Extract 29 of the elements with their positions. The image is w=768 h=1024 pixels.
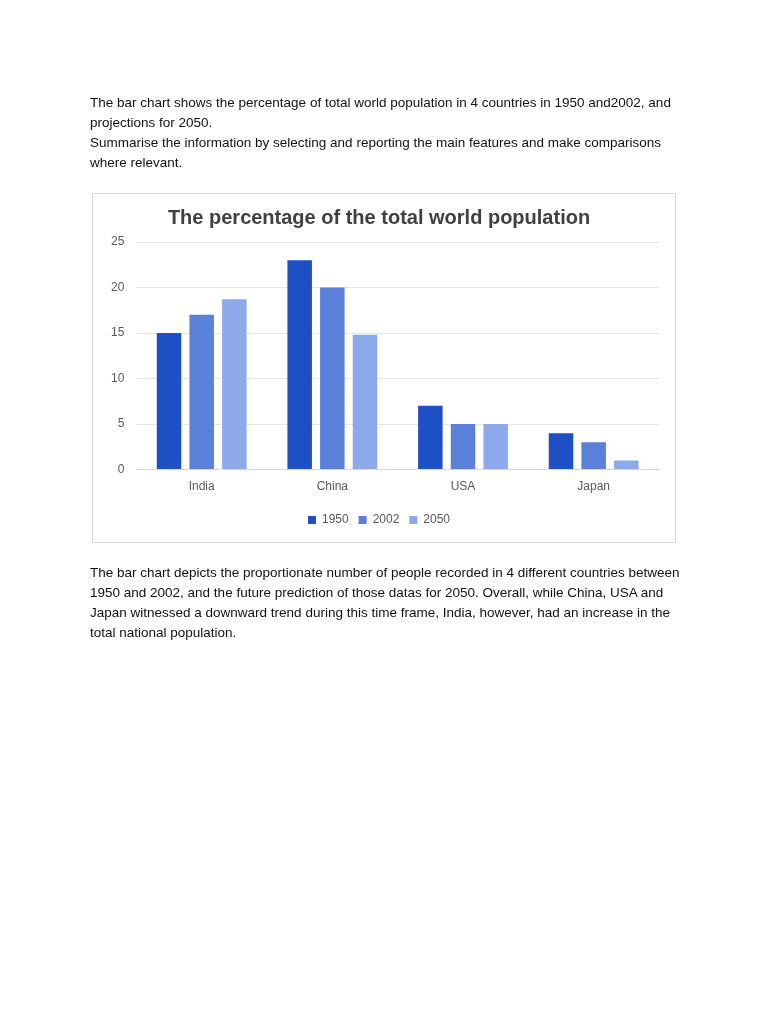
bar bbox=[352, 334, 378, 470]
chart-title: The percentage of the total world population bbox=[167, 205, 591, 228]
legend-label: 2002 bbox=[372, 512, 400, 527]
bar bbox=[189, 314, 214, 470]
bar bbox=[287, 260, 312, 470]
x-tick-label: India bbox=[188, 479, 216, 494]
bar bbox=[548, 433, 574, 470]
legend-label: 1950 bbox=[321, 512, 349, 527]
y-tick-label: 15 bbox=[110, 325, 125, 340]
y-tick-label: 0 bbox=[117, 461, 125, 476]
x-tick-label: USA bbox=[450, 479, 476, 494]
y-tick-label: 20 bbox=[110, 279, 125, 294]
bar bbox=[222, 299, 247, 470]
text: The bar chart depicts the proportionate number of people recorded in 4 different countries between 1950 and 2002, and the future prediction of those datas for 2050. Overall, while China, USA and Japan witnessed a downward trend during this time frame, India, however, had an increase in the total national population. bbox=[90, 564, 681, 642]
bar bbox=[450, 424, 476, 470]
y-tick-label: 25 bbox=[110, 234, 125, 249]
legend-label: 2050 bbox=[423, 512, 451, 527]
x-tick-label: China bbox=[316, 479, 349, 494]
text: Summarise the information by selecting and reporting the main features and make comparisons where relevant. bbox=[90, 134, 663, 172]
y-tick-label: 10 bbox=[110, 370, 125, 385]
bar bbox=[156, 333, 182, 470]
bar bbox=[581, 442, 606, 470]
x-tick-label: Japan bbox=[577, 479, 611, 494]
text: The bar chart shows the percentage of total world population in 4 countries in 1950 and2002, and projections for 2050. bbox=[90, 94, 672, 132]
bar bbox=[614, 460, 639, 470]
bar bbox=[418, 405, 443, 470]
bar bbox=[483, 424, 508, 470]
y-tick-label: 5 bbox=[117, 416, 125, 431]
bar bbox=[320, 287, 345, 470]
